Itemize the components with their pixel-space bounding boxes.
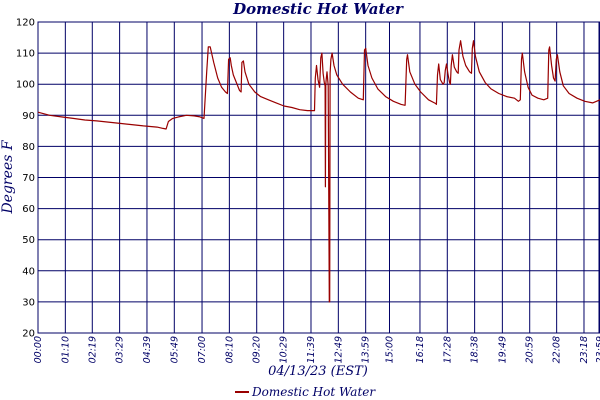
x-tick-label: 02:19 [87, 336, 98, 363]
y-tick-label: 50 [22, 235, 35, 246]
y-tick-label: 30 [22, 297, 35, 308]
x-tick-label: 23:59 [595, 336, 600, 363]
x-tick-label: 15:00 [384, 336, 395, 363]
x-tick-label: 08:10 [224, 336, 235, 363]
x-tick-label: 12:49 [333, 336, 344, 363]
x-axis-label: 04/13/23 (EST) [268, 364, 368, 379]
y-tick-label: 20 [22, 329, 35, 340]
x-tick-label: 09:20 [252, 336, 263, 363]
y-tick-label: 110 [16, 49, 35, 60]
y-tick-label: 70 [22, 173, 35, 184]
series-line [37, 40, 600, 303]
y-tick-label: 100 [16, 80, 35, 91]
x-tick-label: 00:00 [33, 336, 44, 363]
y-tick-label: 60 [22, 204, 35, 215]
x-tick-label: 23:18 [579, 336, 590, 363]
legend-label: Domestic Hot Water [251, 385, 376, 399]
x-tick-label: 04:39 [142, 336, 153, 363]
x-tick-label: 18:38 [470, 336, 481, 363]
x-tick-label: 20:59 [525, 336, 536, 363]
x-tick-label: 19:49 [497, 336, 508, 363]
y-axis-ticks: 20 30 40 50 60 70 80 90 100 110 120 [16, 18, 35, 340]
x-axis-ticks: 00:00 01:10 02:19 03:29 04:39 05:49 07:00 08:10… [33, 336, 600, 363]
legend: Domestic Hot Water [235, 385, 376, 399]
x-tick-label: 11:39 [306, 336, 317, 363]
x-tick-label: 16:18 [415, 336, 426, 363]
y-tick-label: 90 [22, 111, 35, 122]
x-tick-label: 07:00 [197, 336, 208, 363]
y-tick-label: 40 [22, 266, 35, 277]
x-tick-label: 01:10 [60, 336, 71, 363]
y-axis-label: Degrees F [0, 139, 16, 214]
x-tick-label: 10:29 [279, 336, 290, 363]
chart-title: Domestic Hot Water [232, 0, 404, 18]
x-tick-label: 03:29 [115, 336, 126, 363]
x-tick-label: 13:59 [361, 336, 372, 363]
y-tick-label: 80 [22, 142, 35, 153]
series-layer [37, 40, 600, 303]
y-tick-label: 120 [16, 18, 35, 29]
x-tick-label: 22:08 [552, 336, 563, 363]
x-tick-label: 05:49 [169, 336, 180, 363]
x-tick-label: 17:28 [442, 336, 453, 363]
grid-lines [37, 21, 600, 334]
plot-frame [37, 21, 600, 334]
